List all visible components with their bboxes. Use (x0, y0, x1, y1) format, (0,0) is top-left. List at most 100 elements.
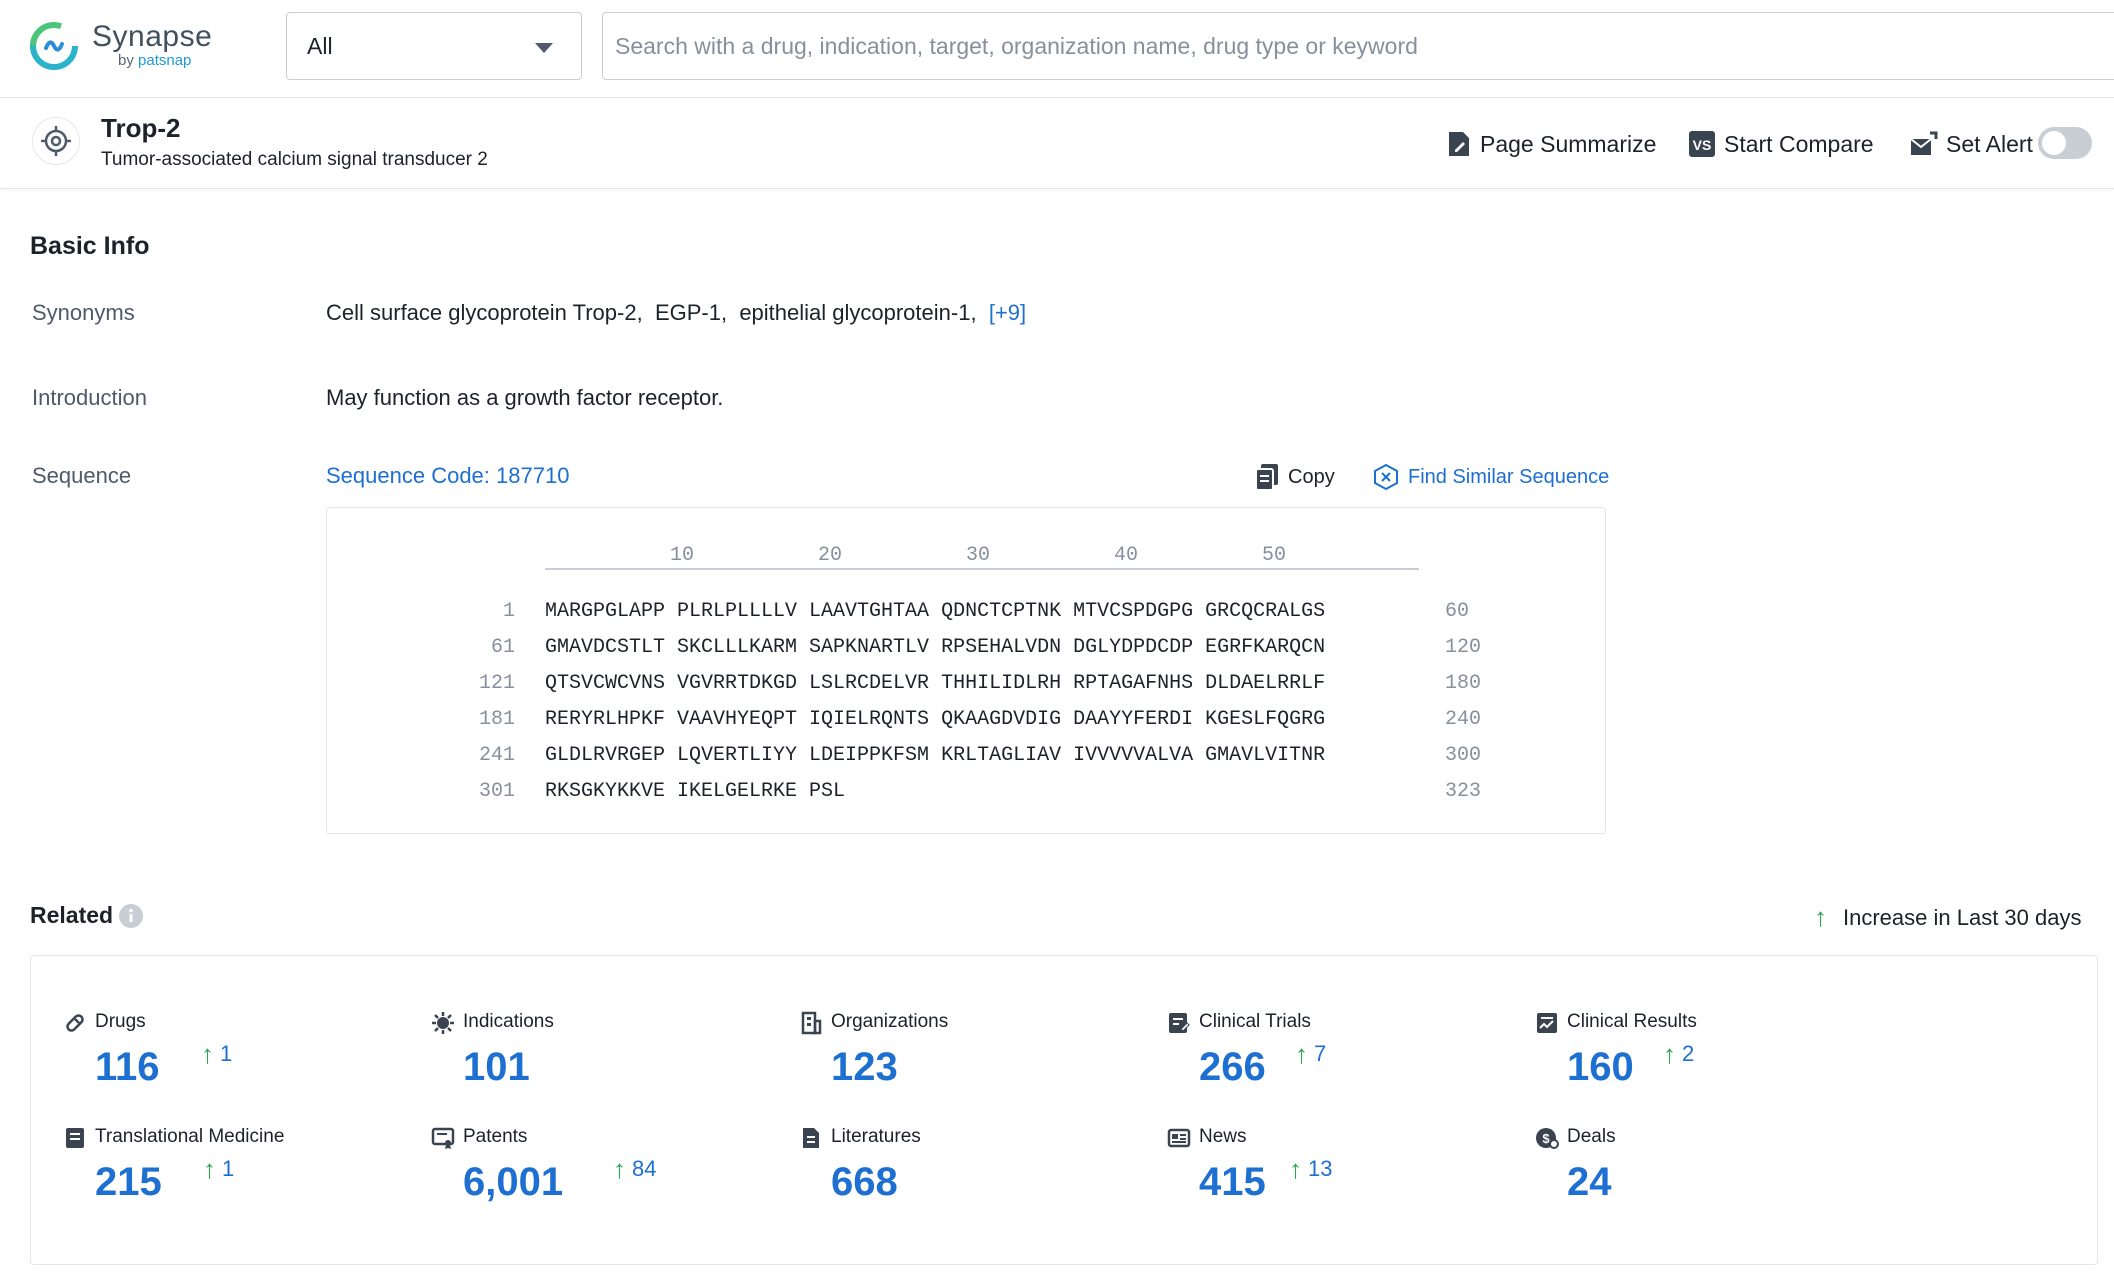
entity-header: Trop-2 Tumor-associated calcium signal t… (0, 99, 2114, 189)
start-compare-button[interactable]: VS Start Compare (1688, 127, 1874, 161)
row-start-index: 121 (479, 672, 515, 695)
row-end-index: 60 (1445, 600, 1469, 623)
stat-increase-value: 13 (1308, 1156, 1332, 1182)
svg-text:VS: VS (1693, 137, 1712, 153)
brand-sub-name: patsnap (138, 52, 191, 69)
synonyms-more-link[interactable]: [+9] (989, 300, 1026, 325)
stat-value[interactable]: 215 (95, 1160, 162, 1205)
copy-button[interactable]: Copy (1254, 460, 1335, 494)
brand-sub: by patsnap (118, 52, 191, 69)
row-end-index: 300 (1445, 744, 1481, 767)
synonyms-label: Synonyms (32, 300, 135, 326)
ruler-tick: 20 (818, 544, 842, 567)
building-icon (799, 1011, 823, 1035)
ruler-tick: 40 (1114, 544, 1138, 567)
stat-label: Organizations (831, 1011, 948, 1033)
page-summarize-label: Page Summarize (1480, 131, 1656, 158)
stat-indications[interactable]: Indications 101 (431, 1011, 771, 1121)
sequence-row: 1 MARGPGLAPP PLRLPLLLLV LAAVTGHTAA QDNCT… (327, 600, 1607, 630)
search-scope-value: All (307, 33, 333, 60)
compare-icon: VS (1688, 130, 1716, 158)
up-arrow-icon: ↑ (1814, 902, 1827, 933)
row-start-index: 301 (479, 780, 515, 803)
synonym-item: Cell surface glycoprotein Trop-2, (326, 300, 643, 325)
set-alert-button[interactable]: Set Alert (1910, 127, 2033, 161)
copy-icon (1254, 463, 1280, 491)
stat-increase: ↑7 (1295, 1041, 1326, 1067)
set-alert-label: Set Alert (1946, 131, 2033, 158)
up-arrow-icon: ↑ (203, 1156, 216, 1182)
toggle-knob (2042, 131, 2066, 155)
sequence-row: 61 GMAVDCSTLT SKCLLLKARM SAPKNARTLV RPSE… (327, 636, 1607, 666)
stat-value[interactable]: 24 (1567, 1160, 1612, 1205)
stat-label: Deals (1567, 1126, 1616, 1148)
search-scope-select[interactable]: All (286, 12, 582, 80)
row-end-index: 323 (1445, 780, 1481, 803)
sequence-row: 241 GLDLRVRGEP LQVERTLIYY LDEIPPKFSM KRL… (327, 744, 1607, 774)
increase-legend: ↑ Increase in Last 30 days (1814, 902, 2081, 933)
increase-legend-label: Increase in Last 30 days (1843, 905, 2081, 931)
basic-info-heading: Basic Info (30, 232, 149, 261)
stat-value[interactable]: 101 (463, 1045, 530, 1090)
summarize-icon (1446, 130, 1472, 158)
up-arrow-icon: ↑ (1289, 1156, 1302, 1182)
row-residues: GMAVDCSTLT SKCLLLKARM SAPKNARTLV RPSEHAL… (545, 636, 1325, 659)
ruler-tick: 30 (966, 544, 990, 567)
ruler-tick: 50 (1262, 544, 1286, 567)
stat-label: Clinical Trials (1199, 1011, 1311, 1033)
introduction-label: Introduction (32, 385, 147, 411)
row-residues: MARGPGLAPP PLRLPLLLLV LAAVTGHTAA QDNCTCP… (545, 600, 1325, 623)
row-residues: QTSVCWCVNS VGVRRTDKGD LSLRCDELVR THHILID… (545, 672, 1325, 695)
up-arrow-icon: ↑ (1295, 1041, 1308, 1067)
page-summarize-button[interactable]: Page Summarize (1446, 127, 1656, 161)
introduction-value: May function as a growth factor receptor… (326, 385, 723, 411)
stat-increase-value: 2 (1682, 1041, 1694, 1067)
row-start-index: 61 (491, 636, 515, 659)
stat-value[interactable]: 160 (1567, 1045, 1634, 1090)
stat-label: Drugs (95, 1011, 146, 1033)
stat-increase: ↑84 (613, 1156, 656, 1182)
stat-organizations[interactable]: Organizations 123 (799, 1011, 1139, 1121)
stat-translational-medicine[interactable]: Translational Medicine 215 ↑1 (63, 1126, 403, 1236)
sequence-label: Sequence (32, 463, 131, 489)
stat-increase-value: 84 (632, 1156, 656, 1182)
virus-icon (431, 1011, 455, 1035)
stat-label: Indications (463, 1011, 554, 1033)
search-box[interactable] (602, 12, 2114, 80)
synapse-logo-icon (28, 20, 80, 72)
stat-value[interactable]: 668 (831, 1160, 898, 1205)
stat-clinical-trials[interactable]: Clinical Trials 266 ↑7 (1167, 1011, 1507, 1121)
set-alert-toggle[interactable] (2038, 127, 2092, 159)
find-similar-sequence-label: Find Similar Sequence (1408, 466, 1609, 489)
page-title: Trop-2 (101, 113, 180, 144)
stat-value[interactable]: 116 (95, 1045, 160, 1090)
synapse-logo[interactable]: Synapse by patsnap (28, 20, 218, 76)
stat-value[interactable]: 266 (1199, 1045, 1266, 1090)
sequence-ruler (545, 568, 1419, 570)
stat-deals[interactable]: $ Deals 24 (1535, 1126, 1875, 1236)
find-similar-sequence-button[interactable]: Find Similar Sequence (1372, 460, 1609, 494)
stat-literatures[interactable]: Literatures 668 (799, 1126, 1139, 1236)
info-icon[interactable] (118, 903, 144, 929)
stat-drugs[interactable]: Drugs 116 ↑1 (63, 1011, 403, 1121)
row-residues: GLDLRVRGEP LQVERTLIYY LDEIPPKFSM KRLTAGL… (545, 744, 1325, 767)
row-residues: RKSGKYKKVE IKELGELRKE PSL (545, 780, 845, 803)
synonym-item: EGP-1, (655, 300, 727, 325)
stat-value[interactable]: 6,001 (463, 1160, 563, 1205)
clipboard-icon (1167, 1011, 1191, 1035)
search-input[interactable] (615, 23, 2095, 69)
sequence-row: 181 RERYRLHPKF VAAVHYEQPT IQIELRQNTS QKA… (327, 708, 1607, 738)
stat-label: News (1199, 1126, 1247, 1148)
related-stats-panel: Drugs 116 ↑1 Indications 101 Organizatio… (30, 955, 2098, 1265)
stat-label: Clinical Results (1567, 1011, 1697, 1033)
stat-news[interactable]: News 415 ↑13 (1167, 1126, 1507, 1236)
stat-value[interactable]: 415 (1199, 1160, 1266, 1205)
target-icon-svg (33, 118, 79, 164)
up-arrow-icon: ↑ (201, 1041, 214, 1067)
sequence-code-link[interactable]: Sequence Code: 187710 (326, 463, 569, 489)
stat-patents[interactable]: Patents 6,001 ↑84 (431, 1126, 771, 1236)
sequence-viewer: 10 20 30 40 50 1 MARGPGLAPP PLRLPLLLLV L… (326, 507, 1606, 834)
stat-clinical-results[interactable]: Clinical Results 160 ↑2 (1535, 1011, 1875, 1121)
stat-increase: ↑13 (1289, 1156, 1332, 1182)
stat-value[interactable]: 123 (831, 1045, 898, 1090)
